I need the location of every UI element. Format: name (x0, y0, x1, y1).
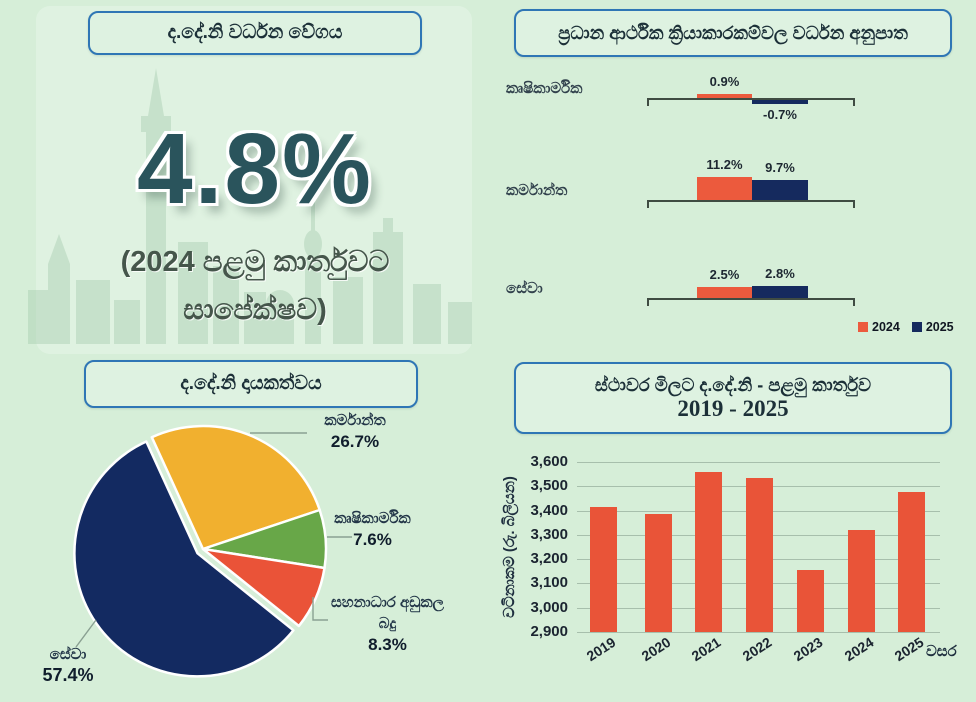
pie-label-agriculture: කෘෂිකාර්මික 7.6% (305, 508, 440, 550)
gdp-bar-chart: වටිනාකම (රු. බිලියන) වසර 2,900 3,000 3,100… (500, 445, 976, 697)
activity-bar-value-label: 9.7% (765, 160, 795, 176)
leader-services (75, 619, 97, 648)
pie-label-agriculture-pct: 7.6% (353, 530, 392, 549)
activity-category-label: කර්මාන්ත (506, 182, 568, 199)
gdp-y-tick-label: 3,400 (530, 501, 568, 519)
growth-caption-line2: සාපේක්ෂව) (183, 294, 327, 326)
pie-label-industry: කර්මාන්ත 26.7% (290, 410, 420, 452)
gdp-x-tick-label: 2019 (583, 633, 619, 665)
growth-title-box: ද.දේ.නි වර්ධන වේගය (88, 11, 422, 55)
city-skyline-watermark (28, 68, 472, 344)
activity-bar (697, 287, 752, 298)
gdp-y-tick-label: 3,100 (530, 574, 568, 592)
legend-label-2025: 2025 (925, 320, 954, 334)
activity-bar-value-label: 2.8% (765, 265, 795, 281)
gdp-title-box: ස්ථාවර මිලට ද.දේ.නි - පළමු කාර්තුව 2019 … (514, 362, 952, 434)
gdp-x-tick-label: 2024 (841, 633, 877, 665)
gdp-title-line2: 2019 - 2025 (677, 395, 789, 421)
pie-slice-කර්මාන්ත (150, 424, 321, 551)
pie-label-subsidy-pct: 8.3% (368, 635, 407, 654)
pie-label-services: සේවා 57.4% (18, 644, 118, 686)
pie-label-services-name: සේවා (49, 646, 87, 663)
gdp-title-line1: ස්ථාවර මිලට ද.දේ.නි - පළමු කාර්තුව (594, 374, 872, 395)
gdp-x-axis-title: වසර (926, 643, 957, 660)
gdp-y-tick-label: 3,000 (530, 598, 568, 616)
activity-bar-value-label: 2.5% (709, 267, 740, 282)
activity-category-label: කෘෂිකාර්මික (506, 80, 583, 97)
gdp-bar-2025 (897, 492, 925, 632)
activity-bar (697, 93, 752, 98)
activity-bar (752, 285, 808, 298)
activity-axis-baseline (647, 98, 855, 106)
legend-label-2024: 2024 (872, 320, 900, 334)
gdp-y-tick-label: 3,200 (530, 550, 568, 568)
contribution-title: ද.දේ.නි දායකත්වය (180, 373, 322, 394)
pie-label-industry-name: කර්මාන්ත (324, 412, 386, 429)
activity-category-label: සේවා (506, 280, 543, 297)
growth-caption-line1: (2024 පළමු කාර්තුවට (120, 246, 390, 278)
legend-swatch-2025 (911, 322, 922, 332)
pie-label-industry-pct: 26.7% (330, 432, 380, 451)
gdp-bar-2022 (745, 477, 773, 632)
gdp-bar-2021 (694, 471, 722, 632)
pie-label-subsidy: සහනාධාර අඩුකල බදු 8.3% (310, 592, 465, 655)
gdp-x-tick-label: 2021 (688, 633, 724, 665)
activity-bar-value-label: 0.9% (709, 73, 740, 89)
gdp-y-tick-label: 2,900 (530, 623, 568, 640)
activity-title-box: ප්‍රධාන ආර්ථික ක්‍රියාකාරකම්වල වර්ධන අනු… (514, 9, 952, 57)
gdp-y-tick-label: 3,600 (530, 453, 568, 470)
gdp-bar-2019 (589, 506, 617, 632)
pie-leader-lines (75, 432, 352, 648)
legend-item-2025: 2025 (911, 320, 954, 334)
gdp-y-tick-label: 3,300 (530, 525, 568, 543)
gdp-x-tick-label: 2022 (739, 633, 775, 665)
pie-label-agriculture-name: කෘෂිකාර්මික (334, 510, 411, 527)
legend-item-2024: 2024 (858, 320, 900, 334)
gdp-gridline (577, 632, 940, 633)
gdp-bar-2024 (847, 530, 875, 632)
pie-slice-සේවා (73, 440, 295, 678)
activity-axis-baseline (647, 200, 855, 208)
gdp-bar-2020 (644, 514, 672, 632)
activity-bar (752, 100, 808, 104)
gdp-bar-2023 (796, 570, 824, 632)
activity-bar-value-label: 11.2% (706, 157, 743, 173)
contribution-pie-chart (73, 424, 352, 678)
pie-label-subsidy-line2: බදු (378, 615, 397, 632)
activity-axis-baseline (647, 298, 855, 306)
activity-title: ප්‍රධාන ආර්ථික ක්‍රියාකාරකම්වල වර්ධන අනු… (558, 22, 908, 43)
pie-slice-සහනාධාර අඩුකල බදු (201, 547, 326, 628)
activity-bar (752, 180, 808, 200)
gdp-x-tick-label: 2020 (638, 633, 674, 665)
contribution-title-box: ද.දේ.නි දායකත්වය (84, 360, 418, 408)
gdp-x-tick-label: 2023 (790, 633, 826, 665)
activity-bar (697, 177, 752, 200)
growth-value: 4.8% (137, 113, 373, 225)
leader-subsidy (312, 597, 328, 621)
gdp-gridline (577, 462, 940, 463)
growth-title: ද.දේ.නි වර්ධන වේගය (167, 22, 343, 43)
activity-legend: 2024 2025 (858, 320, 954, 334)
pie-label-subsidy-line1: සහනාධාර අඩුකල (331, 594, 444, 611)
activity-bar-value-label: -0.7% (763, 106, 797, 122)
growth-panel (36, 6, 472, 354)
pie-label-services-pct: 57.4% (42, 665, 94, 685)
gdp-y-tick-label: 3,500 (530, 477, 568, 495)
legend-swatch-2024 (858, 322, 868, 332)
activity-grouped-bar-chart: 2024 2025 කෘෂිකාර්මික 0.9% -0.7% කර්මාන්ත 11.… (500, 62, 976, 354)
